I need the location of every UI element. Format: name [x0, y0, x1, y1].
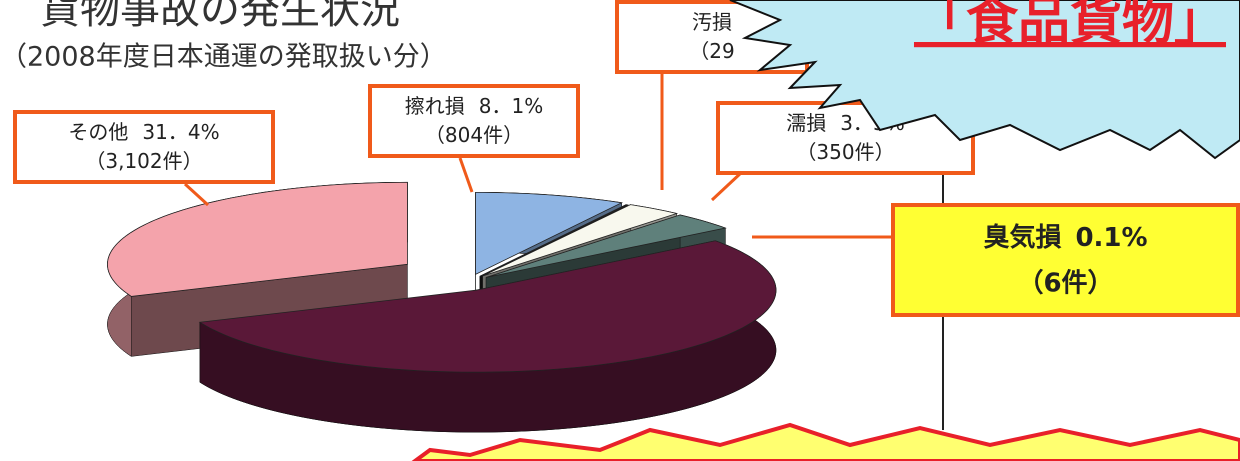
category: 汚損: [692, 10, 732, 34]
callout-arrow: [183, 182, 210, 207]
callouts: 擦れ損 8．1% （804件） 臭気損 0.1% （6件） 汚損 （29 濡損 3．5% （350件…: [13, 0, 1240, 317]
count-label: （29: [689, 39, 734, 63]
pie-slice: [485, 214, 727, 278]
callout-label: その他 31．4%: [68, 120, 219, 144]
count-label: （350件）: [796, 140, 894, 164]
callout-label: 濡損 3．5%: [786, 111, 904, 135]
callout-label: 臭気損 0.1%: [983, 222, 1147, 253]
count-label: （804件）: [425, 123, 523, 147]
pie-slice: [107, 181, 408, 297]
callout-arrow: [458, 157, 474, 193]
balloon-text: 「食品貨物」: [914, 0, 1226, 52]
callout-label: 擦れ損 8．1%: [405, 94, 543, 118]
callout-arrow: [710, 170, 744, 202]
category: 擦れ損: [405, 94, 465, 118]
pie-slice: [479, 204, 629, 277]
chart-subtitle: （2008年度日本通運の発取扱い分）: [0, 42, 447, 73]
pie-slice: [198, 240, 777, 373]
category: 臭気損: [983, 222, 1061, 253]
balloon-shape: [729, 0, 1240, 160]
value-label: 8．1%: [479, 94, 543, 118]
value-label: 0.1%: [1075, 223, 1147, 253]
chart-title: 貨物事故の発生状況: [40, 0, 400, 33]
value-label: 31．4%: [142, 120, 219, 144]
count-label: （6件）: [1017, 269, 1113, 299]
pie: [107, 181, 777, 433]
category: 濡損: [786, 111, 826, 135]
category: その他: [68, 120, 128, 144]
callout-box: [13, 110, 275, 184]
count-label: （3,102件）: [85, 149, 202, 173]
callout-box: [368, 84, 580, 158]
pie-slice: [482, 204, 679, 277]
callout-box: [891, 203, 1240, 317]
bottom-balloon: [411, 422, 1240, 461]
pie-slice: [475, 191, 624, 275]
callout-label: 汚損: [692, 10, 732, 34]
